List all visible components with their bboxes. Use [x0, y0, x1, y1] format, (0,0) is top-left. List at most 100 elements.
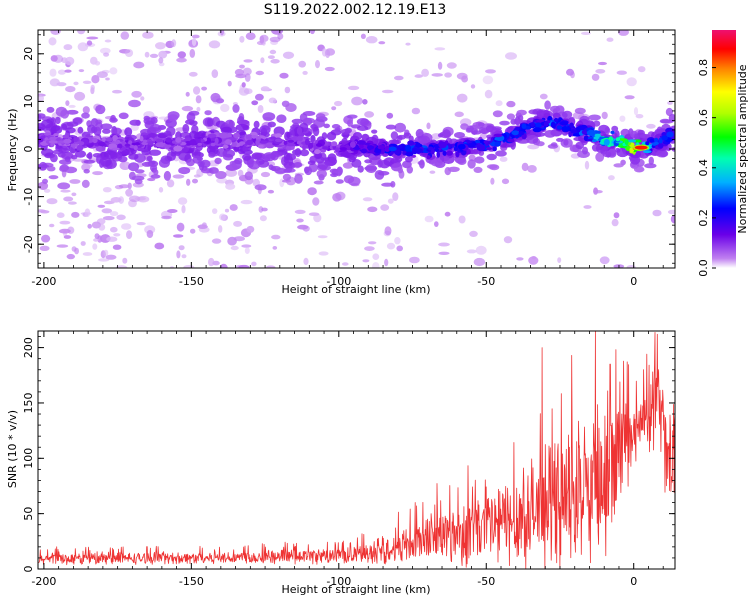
noise-speckle	[166, 179, 175, 188]
noise-speckle	[38, 181, 49, 190]
noise-speckle	[78, 69, 85, 73]
ridge-halo	[149, 149, 161, 156]
ridge-core	[492, 146, 497, 152]
ridge-core	[207, 133, 217, 138]
ridge-core	[173, 145, 183, 152]
noise-speckle	[325, 49, 331, 58]
ridge-core	[618, 142, 624, 147]
noise-speckle	[342, 262, 349, 266]
ridge-halo	[95, 104, 106, 115]
noise-speckle	[230, 245, 239, 251]
ridge-halo	[406, 165, 413, 174]
ridge-halo	[259, 125, 271, 135]
ridge-core	[627, 139, 637, 143]
ridge-halo	[634, 133, 639, 140]
noise-speckle	[242, 67, 252, 76]
ridge-core	[374, 149, 382, 154]
noise-speckle	[557, 257, 562, 263]
ridge-halo	[232, 104, 240, 113]
noise-speckle	[114, 185, 124, 190]
noise-speckle	[63, 44, 73, 51]
ridge-core	[666, 131, 674, 138]
ridge-halo	[639, 133, 651, 139]
ridge-core	[92, 137, 98, 144]
noise-speckle	[308, 212, 320, 216]
ridge-halo	[377, 159, 383, 168]
ridge-halo	[668, 114, 675, 122]
ridge-halo	[315, 113, 326, 120]
ridge-halo	[247, 159, 254, 168]
noise-speckle	[446, 62, 457, 69]
ridge-core	[608, 136, 614, 142]
ridge-halo	[251, 152, 263, 160]
noise-speckle	[87, 223, 92, 229]
noise-speckle	[177, 197, 188, 205]
noise-speckle	[429, 170, 436, 174]
ridge-halo	[437, 133, 444, 138]
noise-speckle	[384, 258, 389, 267]
ridge-core	[624, 138, 629, 145]
ridge-halo	[214, 157, 222, 165]
ridge-halo	[57, 182, 71, 190]
y-tick-label: 20	[22, 47, 35, 61]
ridge-core	[155, 141, 165, 148]
noise-speckle	[499, 156, 508, 162]
ridge-core	[200, 139, 205, 143]
noise-speckle	[269, 49, 277, 55]
noise-speckle	[146, 230, 154, 238]
ridge-core	[438, 141, 447, 149]
ridge-core	[136, 147, 145, 152]
ridge-halo	[405, 156, 413, 163]
ridge-halo	[386, 112, 394, 119]
ridge-halo	[588, 114, 601, 121]
ridge-halo	[206, 146, 216, 154]
noise-speckle	[456, 93, 468, 103]
noise-speckle	[482, 75, 494, 85]
ridge-halo	[283, 152, 291, 161]
ridge-halo	[131, 175, 145, 181]
noise-speckle	[127, 182, 132, 190]
ridge-core	[48, 140, 58, 144]
noise-speckle	[112, 244, 122, 250]
ridge-halo	[59, 166, 68, 173]
noise-speckle	[591, 73, 600, 81]
ridge-halo	[234, 157, 243, 165]
ridge-halo	[486, 153, 497, 161]
noise-speckle	[224, 208, 230, 213]
ridge-halo	[143, 115, 151, 121]
noise-speckle	[360, 33, 366, 39]
noise-speckle	[381, 89, 394, 94]
ridge-halo	[633, 166, 645, 173]
ridge-halo	[66, 121, 79, 127]
noise-speckle	[216, 177, 228, 184]
noise-speckle	[109, 67, 118, 75]
noise-speckle	[74, 91, 86, 101]
ridge-core	[231, 141, 237, 147]
noise-speckle	[176, 222, 185, 232]
ridge-halo	[302, 117, 315, 124]
ridge-halo	[110, 114, 116, 122]
noise-speckle	[259, 35, 265, 44]
noise-speckle	[624, 95, 635, 100]
noise-speckle	[438, 242, 450, 247]
noise-speckle	[606, 37, 614, 42]
ridge-core	[139, 135, 144, 142]
ridge-halo	[362, 99, 368, 105]
ridge-core	[407, 140, 415, 146]
noise-speckle	[122, 257, 128, 264]
ridge-core	[131, 142, 141, 146]
noise-speckle	[96, 218, 106, 225]
ridge-halo	[208, 167, 219, 174]
noise-speckle	[126, 230, 133, 240]
x-tick-label: 0	[630, 575, 637, 588]
ridge-halo	[267, 121, 276, 128]
ridge-core	[615, 137, 621, 142]
noise-speckle	[626, 77, 637, 87]
ridge-core	[296, 136, 303, 142]
noise-speckle	[72, 158, 85, 162]
noise-speckle	[201, 86, 208, 91]
ridge-halo	[81, 112, 90, 119]
ridge-core	[508, 138, 515, 143]
ridge-core	[117, 143, 123, 149]
